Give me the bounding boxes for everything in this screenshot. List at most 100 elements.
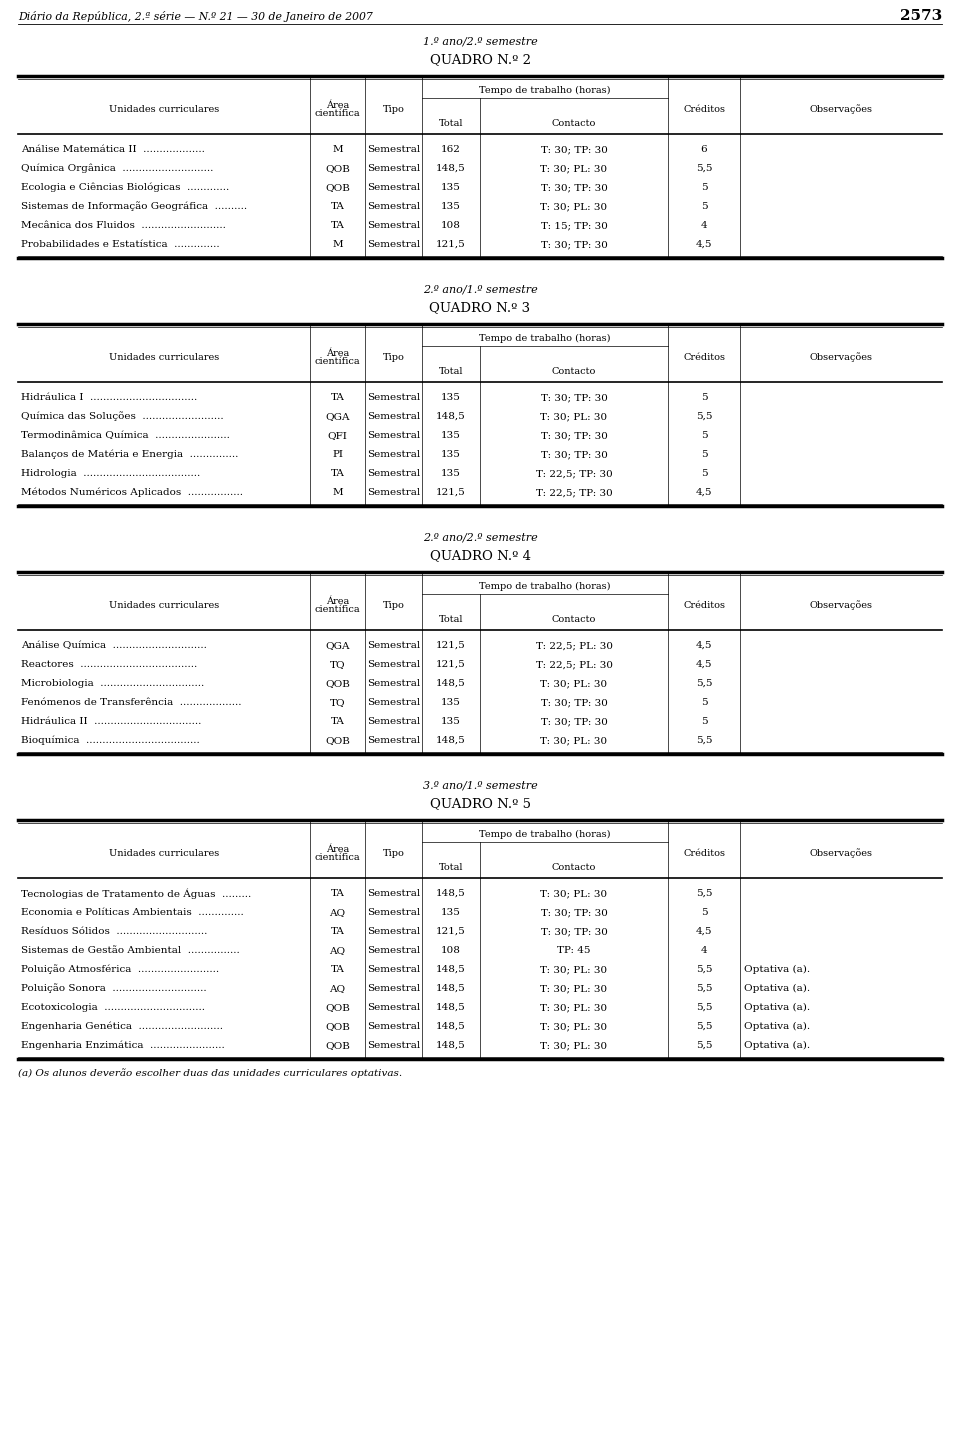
Text: Semestral: Semestral — [367, 697, 420, 707]
Text: 5,5: 5,5 — [696, 1041, 712, 1050]
Text: TA: TA — [330, 928, 345, 936]
Text: QOB: QOB — [325, 736, 350, 745]
Text: Sistemas de Gestão Ambiental  ................: Sistemas de Gestão Ambiental ...........… — [21, 946, 240, 955]
Text: 5,5: 5,5 — [696, 736, 712, 745]
Text: 5: 5 — [701, 450, 708, 459]
Text: 148,5: 148,5 — [436, 413, 466, 421]
Text: Semestral: Semestral — [367, 240, 420, 249]
Text: 135: 135 — [441, 393, 461, 403]
Text: Tempo de trabalho (horas): Tempo de trabalho (horas) — [479, 334, 611, 342]
Text: 5,5: 5,5 — [696, 889, 712, 897]
Text: Semestral: Semestral — [367, 1022, 420, 1031]
Text: T: 30; TP: 30: T: 30; TP: 30 — [540, 183, 608, 193]
Text: Semestral: Semestral — [367, 718, 420, 726]
Text: T: 22,5; PL: 30: T: 22,5; PL: 30 — [536, 641, 612, 650]
Text: 4: 4 — [701, 221, 708, 230]
Text: Semestral: Semestral — [367, 469, 420, 477]
Text: Semestral: Semestral — [367, 183, 420, 193]
Text: Engenharia Enzimática  .......................: Engenharia Enzimática ..................… — [21, 1041, 225, 1050]
Text: 148,5: 148,5 — [436, 984, 466, 994]
Text: AQ: AQ — [329, 984, 346, 994]
Text: 121,5: 121,5 — [436, 240, 466, 249]
Text: Tipo: Tipo — [383, 848, 404, 857]
Text: 148,5: 148,5 — [436, 1022, 466, 1031]
Text: T: 30; PL: 30: T: 30; PL: 30 — [540, 1022, 608, 1031]
Text: 5: 5 — [701, 183, 708, 193]
Text: Semestral: Semestral — [367, 1041, 420, 1050]
Text: QUADRO N.º 2: QUADRO N.º 2 — [429, 53, 531, 66]
Text: Total: Total — [439, 615, 464, 624]
Text: Unidades curriculares: Unidades curriculares — [108, 601, 219, 610]
Text: Semestral: Semestral — [367, 487, 420, 498]
Text: Termodinâmica Química  .......................: Termodinâmica Química ..................… — [21, 431, 229, 440]
Text: Unidades curriculares: Unidades curriculares — [108, 105, 219, 114]
Text: 121,5: 121,5 — [436, 487, 466, 498]
Text: 4,5: 4,5 — [696, 660, 712, 669]
Text: T: 30; TP: 30: T: 30; TP: 30 — [540, 431, 608, 440]
Text: Reactores  ....................................: Reactores ..............................… — [21, 660, 197, 669]
Text: Química das Soluções  .........................: Química das Soluções ...................… — [21, 411, 224, 421]
Text: Tempo de trabalho (horas): Tempo de trabalho (horas) — [479, 85, 611, 95]
Text: T: 30; PL: 30: T: 30; PL: 30 — [540, 736, 608, 745]
Text: AQ: AQ — [329, 946, 346, 955]
Text: Semestral: Semestral — [367, 413, 420, 421]
Text: 6: 6 — [701, 145, 708, 154]
Text: 148,5: 148,5 — [436, 889, 466, 897]
Text: Semestral: Semestral — [367, 928, 420, 936]
Text: Mecânica dos Fluidos  ..........................: Mecânica dos Fluidos ...................… — [21, 221, 226, 230]
Text: Probabilidades e Estatística  ..............: Probabilidades e Estatística ...........… — [21, 240, 220, 249]
Text: Semestral: Semestral — [367, 907, 420, 917]
Text: Semestral: Semestral — [367, 393, 420, 403]
Text: Semestral: Semestral — [367, 679, 420, 687]
Text: Hidrologia  ....................................: Hidrologia .............................… — [21, 469, 201, 477]
Text: Semestral: Semestral — [367, 736, 420, 745]
Text: Optativa (a).: Optativa (a). — [744, 965, 810, 974]
Text: QOB: QOB — [325, 164, 350, 173]
Text: 108: 108 — [441, 946, 461, 955]
Text: Semestral: Semestral — [367, 201, 420, 211]
Text: Hidráulica I  .................................: Hidráulica I ...........................… — [21, 393, 197, 403]
Text: Semestral: Semestral — [367, 984, 420, 994]
Text: Semestral: Semestral — [367, 889, 420, 897]
Text: 5: 5 — [701, 907, 708, 917]
Text: 2.º ano/2.º semestre: 2.º ano/2.º semestre — [422, 533, 538, 544]
Text: 4,5: 4,5 — [696, 240, 712, 249]
Text: T: 30; PL: 30: T: 30; PL: 30 — [540, 984, 608, 994]
Text: Optativa (a).: Optativa (a). — [744, 1041, 810, 1050]
Text: Hidráulica II  .................................: Hidráulica II ..........................… — [21, 718, 202, 726]
Text: 5,5: 5,5 — [696, 1002, 712, 1012]
Text: 4: 4 — [701, 946, 708, 955]
Text: TA: TA — [330, 718, 345, 726]
Text: 5,5: 5,5 — [696, 679, 712, 687]
Text: Observações: Observações — [809, 352, 873, 362]
Text: T: 30; PL: 30: T: 30; PL: 30 — [540, 1041, 608, 1050]
Text: 5,5: 5,5 — [696, 164, 712, 173]
Text: TP: 45: TP: 45 — [557, 946, 590, 955]
Text: Semestral: Semestral — [367, 450, 420, 459]
Text: T: 30; PL: 30: T: 30; PL: 30 — [540, 1002, 608, 1012]
Text: 135: 135 — [441, 718, 461, 726]
Text: Tipo: Tipo — [383, 105, 404, 114]
Text: Observações: Observações — [809, 104, 873, 114]
Text: Créditos: Créditos — [683, 601, 725, 610]
Text: 5,5: 5,5 — [696, 965, 712, 974]
Text: T: 30; PL: 30: T: 30; PL: 30 — [540, 679, 608, 687]
Text: TA: TA — [330, 469, 345, 477]
Text: científica: científica — [315, 358, 360, 367]
Text: científica: científica — [315, 854, 360, 863]
Text: QGA: QGA — [325, 641, 349, 650]
Text: Semestral: Semestral — [367, 946, 420, 955]
Text: 121,5: 121,5 — [436, 641, 466, 650]
Text: Semestral: Semestral — [367, 221, 420, 230]
Text: 5: 5 — [701, 718, 708, 726]
Text: Contacto: Contacto — [552, 119, 596, 128]
Text: T: 30; PL: 30: T: 30; PL: 30 — [540, 164, 608, 173]
Text: Semestral: Semestral — [367, 965, 420, 974]
Text: T: 15; TP: 30: T: 15; TP: 30 — [540, 221, 608, 230]
Text: TA: TA — [330, 889, 345, 897]
Text: QGA: QGA — [325, 413, 349, 421]
Text: científica: científica — [315, 605, 360, 614]
Text: QUADRO N.º 3: QUADRO N.º 3 — [429, 302, 531, 315]
Text: 108: 108 — [441, 221, 461, 230]
Text: T: 30; PL: 30: T: 30; PL: 30 — [540, 201, 608, 211]
